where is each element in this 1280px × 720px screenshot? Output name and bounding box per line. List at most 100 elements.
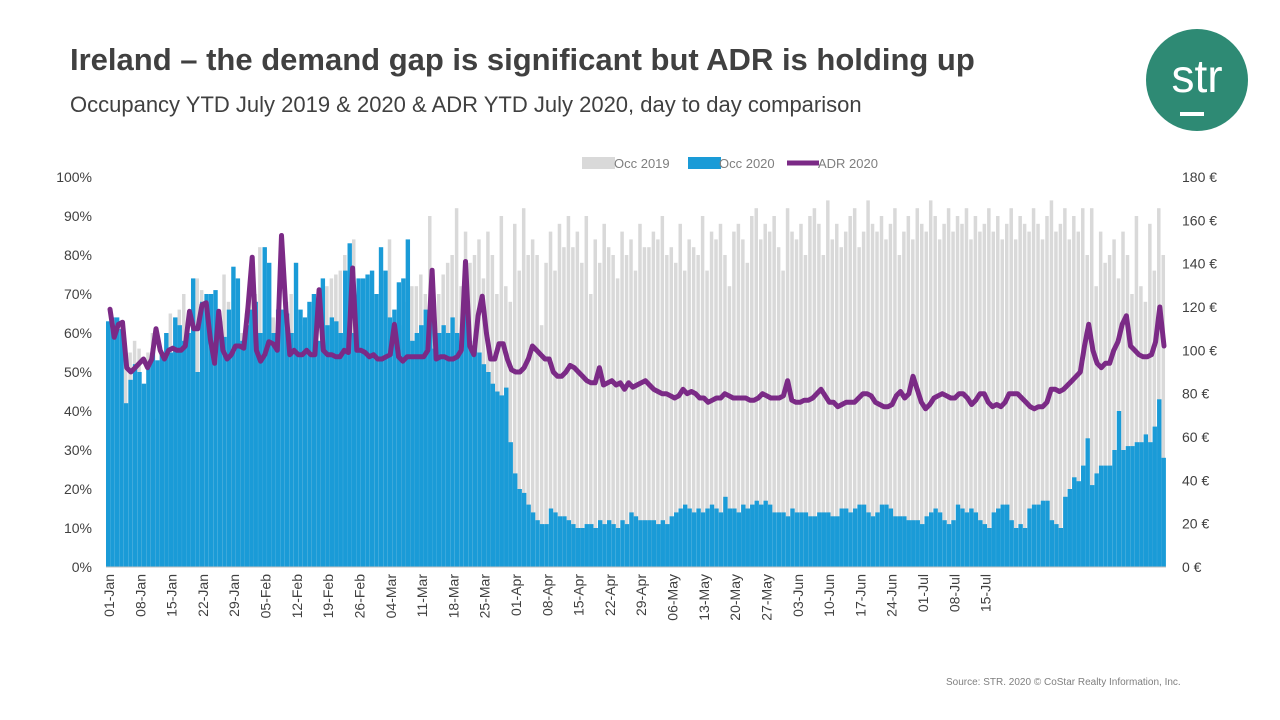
bar-occ-2019 xyxy=(535,255,539,567)
bar-occ-2020 xyxy=(1004,504,1010,567)
bar-occ-2020 xyxy=(410,340,415,567)
bar-occ-2020 xyxy=(624,524,630,567)
x-tick-label: 01-Apr xyxy=(508,574,524,616)
bar-occ-2020 xyxy=(906,520,911,567)
bar-occ-2019 xyxy=(750,216,754,567)
bar-occ-2020 xyxy=(1036,504,1041,567)
bar-occ-2020 xyxy=(329,317,335,567)
bar-occ-2020 xyxy=(826,512,831,567)
bar-occ-2020 xyxy=(821,512,826,567)
bar-occ-2020 xyxy=(1081,465,1086,567)
x-tick-label: 13-May xyxy=(696,574,712,621)
bar-occ-2019 xyxy=(1040,239,1045,567)
bar-occ-2019 xyxy=(924,231,928,567)
bar-occ-2019 xyxy=(888,223,893,568)
bar-occ-2020 xyxy=(700,512,706,567)
x-tick-label: 05-Feb xyxy=(258,574,274,619)
bar-occ-2019 xyxy=(1098,231,1103,567)
bar-occ-2019 xyxy=(629,239,633,567)
bar-occ-2019 xyxy=(1018,216,1022,567)
bar-occ-2020 xyxy=(996,508,1001,567)
bar-occ-2019 xyxy=(911,239,915,567)
bar-occ-2020 xyxy=(973,512,979,567)
bar-occ-2019 xyxy=(812,208,817,567)
bar-occ-2020 xyxy=(450,317,455,567)
x-tick-label: 01-Jan xyxy=(101,574,117,617)
bar-occ-2020 xyxy=(928,512,934,567)
bar-occ-2020 xyxy=(539,524,545,567)
x-tick-label: 22-Apr xyxy=(602,574,618,616)
bar-occ-2020 xyxy=(316,340,321,567)
bar-occ-2020 xyxy=(705,508,710,567)
bar-occ-2020 xyxy=(132,364,138,567)
bar-occ-2019 xyxy=(848,216,852,567)
bar-occ-2020 xyxy=(991,512,996,567)
bar-occ-2019 xyxy=(682,270,687,567)
y-right-tick-label: 120 € xyxy=(1182,299,1217,315)
bar-occ-2020 xyxy=(709,504,715,567)
bar-occ-2019 xyxy=(656,239,660,567)
bar-occ-2020 xyxy=(875,512,880,567)
bar-occ-2019 xyxy=(857,247,861,567)
bar-occ-2020 xyxy=(258,333,263,567)
bar-occ-2020 xyxy=(691,512,697,567)
bar-occ-2019 xyxy=(1085,255,1089,567)
bar-occ-2020 xyxy=(987,528,992,567)
bar-occ-2020 xyxy=(553,512,558,567)
bar-occ-2020 xyxy=(933,508,938,567)
bar-occ-2019 xyxy=(835,223,839,568)
bar-occ-2020 xyxy=(231,266,236,567)
bar-occ-2020 xyxy=(776,512,782,567)
bar-occ-2020 xyxy=(150,348,156,567)
x-tick-label: 15-Jan xyxy=(164,574,180,617)
bar-occ-2020 xyxy=(642,520,648,567)
bar-occ-2019 xyxy=(544,262,548,567)
bar-occ-2020 xyxy=(808,516,813,567)
x-tick-label: 18-Mar xyxy=(445,574,461,619)
bar-occ-2019 xyxy=(1045,216,1049,567)
bar-occ-2019 xyxy=(1072,216,1076,567)
bar-occ-2020 xyxy=(472,340,478,567)
bar-occ-2020 xyxy=(517,489,522,567)
bar-occ-2019 xyxy=(736,223,741,568)
bar-occ-2020 xyxy=(508,442,513,567)
bar-occ-2020 xyxy=(1022,528,1028,567)
bar-occ-2019 xyxy=(745,262,750,567)
bar-occ-2020 xyxy=(213,290,218,567)
bar-occ-2019 xyxy=(651,231,656,567)
bar-occ-2020 xyxy=(575,528,580,567)
x-tick-label: 19-Feb xyxy=(320,574,336,619)
bar-occ-2019 xyxy=(723,255,727,567)
x-tick-label: 29-Jan xyxy=(226,574,242,617)
bar-occ-2019 xyxy=(526,255,530,567)
bar-occ-2020 xyxy=(1134,442,1140,567)
bar-occ-2020 xyxy=(365,274,370,567)
bar-occ-2020 xyxy=(1089,485,1095,567)
bar-occ-2020 xyxy=(835,516,840,567)
str-logo: str xyxy=(1146,29,1248,131)
bar-occ-2020 xyxy=(682,504,688,567)
occ-2020-bars xyxy=(106,239,1166,568)
bar-occ-2019 xyxy=(955,216,960,567)
bar-occ-2019 xyxy=(665,255,669,567)
bar-occ-2019 xyxy=(852,208,857,567)
bar-occ-2020 xyxy=(356,278,361,567)
bar-occ-2020 xyxy=(530,512,536,567)
bar-occ-2019 xyxy=(638,223,642,568)
x-tick-label: 17-Jun xyxy=(852,574,868,617)
bar-occ-2020 xyxy=(535,520,540,567)
bar-occ-2020 xyxy=(969,508,974,567)
bar-occ-2020 xyxy=(235,278,241,567)
bar-occ-2020 xyxy=(284,313,290,567)
y-left-tick-label: 100% xyxy=(56,169,92,185)
bar-occ-2020 xyxy=(794,512,800,567)
bar-occ-2020 xyxy=(571,524,576,567)
bar-occ-2020 xyxy=(1009,520,1014,567)
bar-occ-2020 xyxy=(772,512,777,567)
bar-occ-2020 xyxy=(843,508,849,567)
bar-occ-2020 xyxy=(611,524,616,567)
bar-occ-2020 xyxy=(495,391,500,567)
y-right-tick-label: 80 € xyxy=(1182,386,1209,402)
bar-occ-2019 xyxy=(937,239,942,567)
bar-occ-2020 xyxy=(392,309,397,567)
